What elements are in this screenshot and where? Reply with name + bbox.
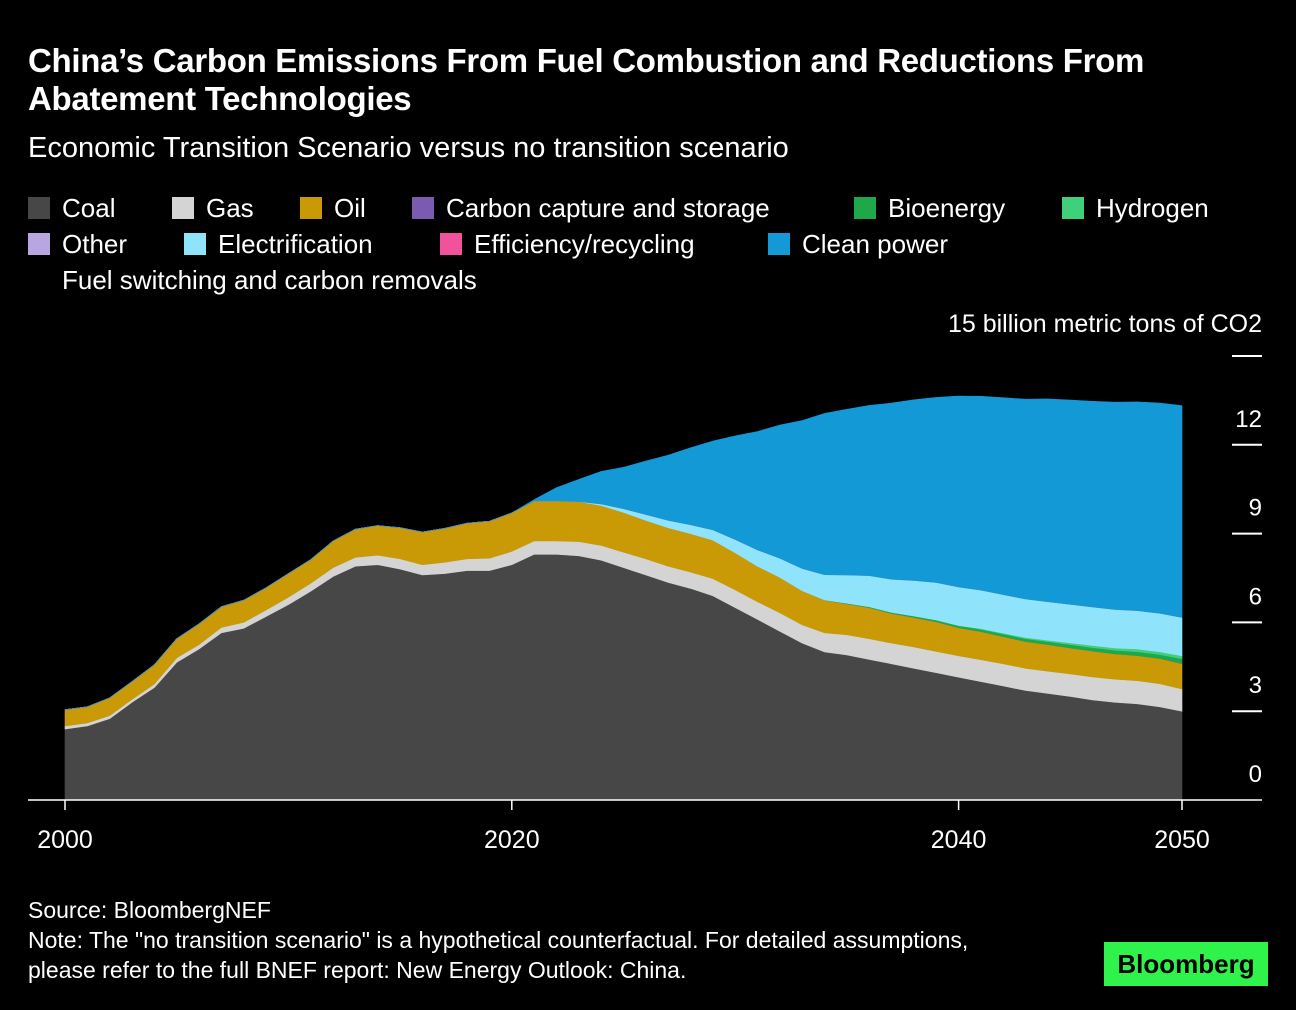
- legend-swatch-hydrogen: [1062, 197, 1084, 219]
- legend-item-other: Other: [28, 226, 127, 262]
- legend-label-bioenergy: Bioenergy: [888, 193, 1006, 223]
- legend-item-hydrogen: Hydrogen: [1062, 190, 1209, 226]
- x-tick-label: 2000: [37, 826, 93, 854]
- legend-item-bioenergy: Bioenergy: [854, 190, 1005, 226]
- chart-title: China’s Carbon Emissions From Fuel Combu…: [28, 42, 1145, 117]
- y-tick-label: 9: [1249, 495, 1262, 522]
- y-tick-label: 6: [1249, 583, 1262, 610]
- legend-label-clean-power: Clean power: [802, 229, 948, 259]
- legend-swatch-oil: [300, 197, 322, 219]
- legend-item-ccs: Carbon capture and storage: [412, 190, 770, 226]
- legend-label-electrification: Electrification: [218, 229, 373, 259]
- bloomberg-logo: Bloomberg: [1104, 942, 1268, 986]
- x-tick-label: 2020: [484, 826, 540, 854]
- area-clean-power: [64, 395, 1183, 710]
- legend-item-gas: Gas: [172, 190, 254, 226]
- legend-label-coal: Coal: [62, 193, 116, 223]
- legend-group-label: Fuel switching and carbon removals: [62, 265, 477, 295]
- source-note: Source: BloombergNEF Note: The "no trans…: [28, 895, 1028, 985]
- legend-label-efficiency: Efficiency/recycling: [474, 229, 695, 259]
- legend-item-clean-power: Clean power: [768, 226, 948, 262]
- legend-label-hydrogen: Hydrogen: [1096, 193, 1209, 223]
- legend-item-efficiency: Efficiency/recycling: [440, 226, 695, 262]
- legend-swatch-coal: [28, 197, 50, 219]
- legend-item-coal: Coal: [28, 190, 115, 226]
- x-tick-label: 2050: [1154, 826, 1210, 854]
- y-tick-label: 3: [1249, 672, 1262, 699]
- y-tick-label: 0: [1249, 761, 1262, 788]
- axis-layer: 0 3 6 9 12 2000 2020 2040 2050: [28, 355, 1262, 854]
- chart-subtitle: Economic Transition Scenario versus no t…: [28, 132, 789, 164]
- legend-item-oil: Oil: [300, 190, 366, 226]
- legend-item-electrification: Electrification: [184, 226, 373, 262]
- legend-label-other: Other: [62, 229, 128, 259]
- legend-label-ccs: Carbon capture and storage: [446, 193, 770, 223]
- legend-swatch-efficiency: [440, 233, 462, 255]
- note-text: Note: The "no transition scenario" is a …: [28, 927, 969, 983]
- legend-swatch-ccs: [412, 197, 434, 219]
- y-tick-label: 12: [1235, 406, 1262, 433]
- legend-label-gas: Gas: [206, 193, 254, 223]
- x-tick-label: 2040: [931, 826, 987, 854]
- legend-swatch-electrification: [184, 233, 206, 255]
- legend-swatch-other: [28, 233, 50, 255]
- area-layer: [64, 395, 1183, 801]
- legend-label-oil: Oil: [334, 193, 366, 223]
- source-text: Source: BloombergNEF: [28, 897, 271, 923]
- y-axis-unit-label: 15 billion metric tons of CO2: [947, 310, 1262, 338]
- legend-swatch-clean-power: [768, 233, 790, 255]
- legend-swatch-bioenergy: [854, 197, 876, 219]
- legend-swatch-gas: [172, 197, 194, 219]
